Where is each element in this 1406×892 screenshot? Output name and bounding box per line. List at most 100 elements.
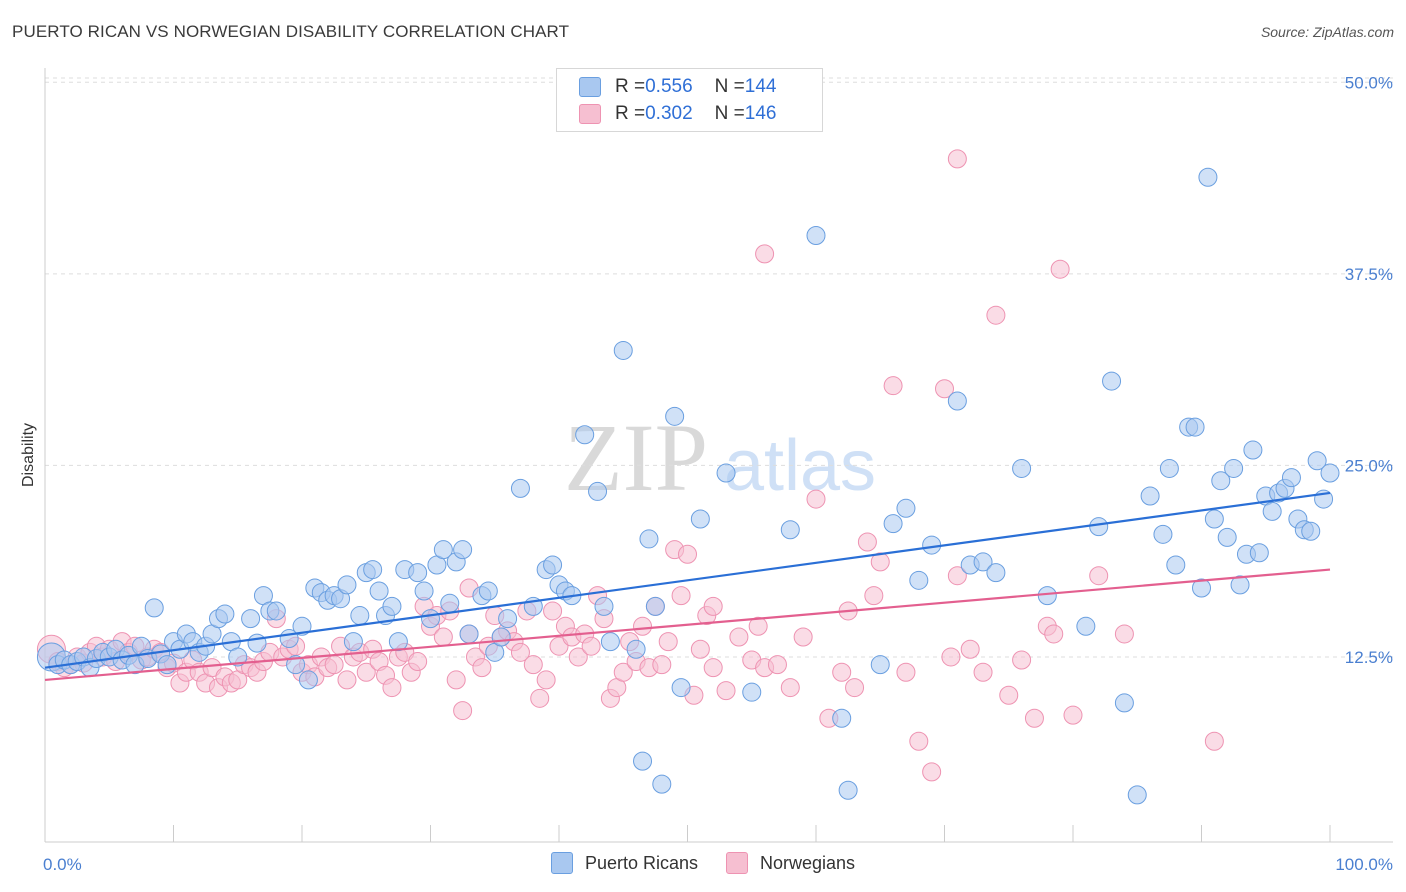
norwegian-point bbox=[729, 627, 749, 647]
puerto-rican-point bbox=[459, 624, 479, 644]
puerto-rican-point bbox=[896, 498, 916, 518]
puerto-rican-point bbox=[510, 478, 530, 498]
series-swatch-pink bbox=[726, 852, 748, 874]
puerto-rican-point bbox=[1307, 451, 1327, 471]
puerto-rican-point bbox=[421, 609, 440, 629]
puerto-rican-point bbox=[870, 655, 890, 675]
norwegian-point bbox=[1012, 650, 1032, 670]
puerto-rican-point bbox=[1281, 468, 1301, 488]
puerto-rican-point bbox=[986, 563, 1006, 583]
series-label: Norwegians bbox=[760, 852, 856, 873]
puerto-rican-point bbox=[883, 514, 903, 534]
norwegian-point bbox=[356, 662, 376, 682]
norwegian-point bbox=[202, 658, 222, 678]
norwegian-point bbox=[510, 642, 530, 662]
puerto-rican-point bbox=[1262, 501, 1282, 521]
norwegian-point bbox=[408, 652, 428, 672]
norwegian-point bbox=[883, 376, 903, 396]
legend-swatch-blue bbox=[579, 77, 601, 97]
legend-swatch-pink bbox=[579, 104, 601, 124]
puerto-rican-point bbox=[1211, 471, 1231, 491]
norwegian-point bbox=[947, 566, 967, 586]
correlation-legend: R = 0.556 N = 144 R = 0.302 N = 146 bbox=[556, 68, 823, 132]
norwegian-point bbox=[536, 670, 556, 690]
puerto-rican-point bbox=[286, 655, 306, 675]
puerto-rican-point bbox=[343, 632, 363, 652]
puerto-rican-point bbox=[575, 425, 595, 445]
norwegian-point bbox=[472, 658, 492, 678]
norwegian-point bbox=[935, 379, 954, 399]
norwegian-point bbox=[1063, 705, 1083, 725]
norwegian-point bbox=[703, 596, 723, 616]
norwegian-point bbox=[337, 670, 357, 690]
norwegian-point bbox=[1024, 708, 1044, 728]
norwegians-trend-line bbox=[44, 568, 1331, 682]
x-tick-label: 0.0% bbox=[43, 855, 82, 874]
norwegian-point bbox=[793, 627, 813, 647]
puerto-rican-point bbox=[716, 463, 736, 483]
trend-lines bbox=[44, 491, 1331, 682]
puerto-rican-point bbox=[144, 598, 164, 618]
puerto-rican-point bbox=[1230, 575, 1250, 595]
norwegian-point bbox=[530, 688, 550, 708]
norwegian-point bbox=[941, 647, 961, 667]
legend-n-label: N = bbox=[714, 76, 745, 97]
puerto-rican-point bbox=[491, 627, 511, 647]
chart-title: PUERTO RICAN VS NORWEGIAN DISABILITY COR… bbox=[12, 22, 570, 41]
puerto-rican-point bbox=[633, 751, 653, 771]
puerto-rican-point bbox=[973, 552, 993, 572]
watermark-atlas: atlas bbox=[724, 426, 876, 506]
norwegian-point bbox=[857, 532, 877, 552]
norwegian-point bbox=[1089, 566, 1109, 586]
norwegian-point bbox=[446, 670, 466, 690]
puerto-rican-point bbox=[671, 678, 691, 698]
puerto-rican-point bbox=[433, 540, 453, 560]
puerto-rican-point bbox=[1089, 517, 1109, 537]
norwegian-point bbox=[806, 489, 826, 509]
puerto-rican-point bbox=[369, 581, 389, 601]
legend-r-value: 0.556 bbox=[645, 76, 693, 97]
norwegian-point bbox=[832, 662, 852, 682]
norwegian-point bbox=[382, 678, 402, 698]
puerto-rican-point bbox=[909, 570, 929, 590]
norwegian-point bbox=[896, 662, 916, 682]
puerto-rican-point bbox=[1127, 785, 1147, 805]
puerto-rican-point bbox=[453, 540, 473, 560]
puerto-rican-point bbox=[292, 616, 312, 636]
puerto-rican-point bbox=[806, 226, 826, 245]
grid-lines bbox=[45, 77, 1393, 658]
puerto-rican-point bbox=[241, 609, 261, 629]
puerto-rican-point bbox=[543, 555, 563, 575]
norwegian-point bbox=[999, 685, 1019, 705]
y-tick-label: 25.0% bbox=[1345, 456, 1393, 475]
puerto-rican-point bbox=[414, 581, 434, 601]
watermark: ZIP atlas bbox=[564, 404, 876, 511]
legend-row-norwegians: R = 0.302 N = 146 bbox=[579, 101, 776, 127]
norwegian-point bbox=[716, 681, 736, 701]
puerto-rican-point bbox=[266, 601, 286, 621]
norwegian-point bbox=[324, 655, 344, 675]
norwegian-point bbox=[453, 701, 473, 721]
norwegian-point bbox=[523, 655, 543, 675]
series-legend-puerto-ricans: Puerto Ricans bbox=[550, 852, 698, 874]
puerto-rican-point bbox=[228, 647, 248, 667]
y-tick-label: 37.5% bbox=[1345, 265, 1393, 284]
puerto-rican-point bbox=[388, 632, 408, 652]
norwegian-point bbox=[1204, 731, 1224, 751]
chart-source: Source: ZipAtlas.com bbox=[1260, 24, 1394, 40]
puerto-rican-point bbox=[613, 340, 633, 360]
puerto-rican-point bbox=[947, 391, 967, 411]
puerto-rican-point bbox=[1037, 586, 1057, 606]
puerto-rican-point bbox=[215, 604, 235, 624]
puerto-rican-point bbox=[690, 509, 710, 529]
puerto-ricans-trend-line bbox=[44, 491, 1331, 669]
puerto-rican-point bbox=[594, 596, 614, 616]
puerto-rican-point bbox=[665, 406, 685, 426]
norwegian-point bbox=[690, 639, 710, 659]
puerto-rican-point bbox=[652, 774, 672, 794]
puerto-rican-point bbox=[1166, 555, 1186, 575]
norwegian-point bbox=[703, 658, 723, 678]
legend-r-label: R = bbox=[615, 103, 646, 124]
puerto-ricans-points bbox=[36, 167, 1340, 805]
puerto-rican-point bbox=[1217, 527, 1237, 547]
